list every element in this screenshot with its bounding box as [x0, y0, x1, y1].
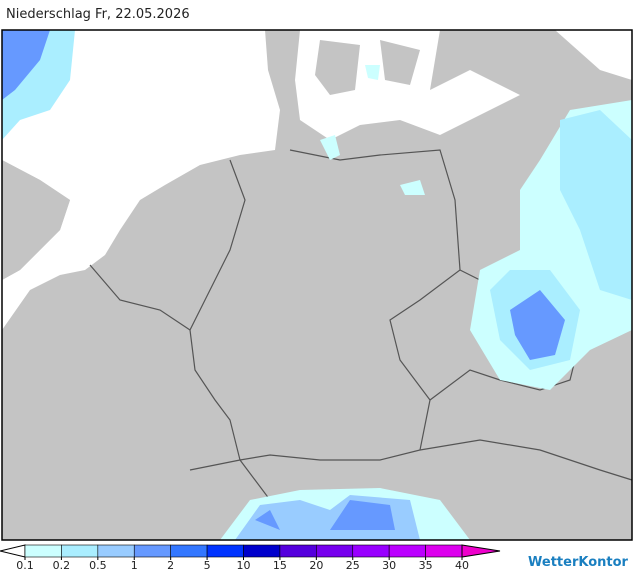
legend-tick-label: 0.1	[16, 559, 34, 572]
legend-swatch	[206, 544, 244, 558]
gulf	[555, 30, 632, 80]
legend-tick-label: 0.2	[53, 559, 71, 572]
legend-tick-label: 20	[309, 559, 323, 572]
legend-tick-label: 0.5	[89, 559, 107, 572]
legend-swatch	[316, 544, 354, 558]
map	[1, 29, 633, 541]
legend-tick-label: 2	[167, 559, 174, 572]
legend-over	[461, 544, 501, 558]
legend-tick-label: 15	[273, 559, 287, 572]
legend-swatch	[352, 544, 390, 558]
map-frame	[1, 29, 633, 541]
legend-swatch	[279, 544, 317, 558]
north-sea	[2, 30, 280, 330]
legend: 0.1 0.2 0.5 1 2 5 10 15 20 25 30 35 40	[0, 544, 501, 572]
legend-swatch	[133, 544, 171, 558]
legend-swatch	[170, 544, 208, 558]
legend-tick-label: 25	[346, 559, 360, 572]
legend-tick-label: 30	[382, 559, 396, 572]
legend-swatch	[425, 544, 463, 558]
legend-tick-label: 5	[204, 559, 211, 572]
brand: WetterKontor	[528, 555, 629, 570]
legend-swatch	[243, 544, 281, 558]
legend-swatch	[97, 544, 135, 558]
precipitation	[2, 30, 632, 540]
legend-swatch	[24, 544, 62, 558]
title: Niederschlag Fr, 22.05.2026	[6, 7, 190, 22]
legend-tick-label: 35	[419, 559, 433, 572]
legend-tick-label: 10	[237, 559, 251, 572]
legend-tick-label: 1	[131, 559, 138, 572]
england	[2, 160, 70, 280]
legend-swatch	[388, 544, 426, 558]
legend-tick-label: 40	[455, 559, 469, 572]
legend-under	[0, 544, 26, 558]
legend-swatch	[61, 544, 99, 558]
danish-islands	[315, 40, 420, 95]
